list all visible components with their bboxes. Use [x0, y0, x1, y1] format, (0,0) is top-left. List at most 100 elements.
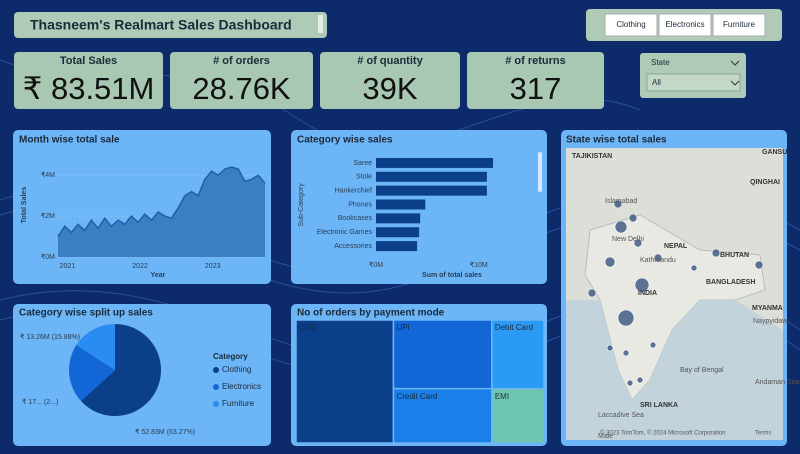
- bar: [376, 213, 421, 224]
- y-tick-label: ₹2M: [41, 212, 55, 220]
- filter-label: Furniture: [723, 20, 756, 29]
- bar: [376, 185, 487, 196]
- panel-title: No of orders by payment mode: [297, 308, 445, 319]
- map-label: TAJIKISTAN: [572, 153, 612, 160]
- kpi-value: 28.76K: [192, 71, 291, 106]
- bar: [376, 157, 494, 168]
- map-label: NEPAL: [664, 243, 688, 250]
- x-axis-label: Sum of total sales: [422, 272, 482, 279]
- x-tick-label: 2023: [205, 263, 221, 270]
- panel-title: Category wise split up sales: [19, 308, 153, 319]
- treemap-tile: [392, 319, 493, 390]
- map-label: BANGLADESH: [706, 279, 755, 286]
- map-label: MYANMA: [752, 305, 783, 312]
- y-tick-label: Saree: [353, 160, 372, 167]
- map-bubbles: [587, 199, 764, 387]
- kpi-card: [170, 52, 313, 109]
- tile-label: Credit Card: [396, 392, 437, 401]
- bar: [376, 199, 426, 210]
- y-tick-label: ₹0M: [41, 253, 55, 261]
- tile-label: UPI: [396, 323, 409, 332]
- map-label: New Delhi: [612, 236, 644, 243]
- scrollbar[interactable]: [538, 152, 542, 192]
- legend-label: Electronics: [222, 382, 261, 391]
- pie-slice: [80, 324, 162, 416]
- map-label: INDIA: [638, 290, 657, 297]
- pie-slice: [69, 345, 115, 401]
- y-tick-label: Stole: [356, 174, 372, 181]
- treemap-tile: [491, 319, 545, 390]
- kpi-label: # of returns: [505, 55, 566, 67]
- panel-title: Category wise sales: [297, 135, 393, 146]
- kpi-card: [320, 52, 460, 109]
- map-attribution: © 2023 TomTom, © 2024 Microsoft Corporat…: [600, 430, 725, 437]
- line: [57, 166, 266, 237]
- kpi-value: ₹ 83.51M: [23, 71, 155, 106]
- tile-label: COD: [299, 323, 317, 332]
- y-tick-label: Accessories: [334, 243, 372, 250]
- x-tick-label: 2022: [132, 263, 148, 270]
- kpi-card: [467, 52, 604, 109]
- map-sea: [566, 300, 783, 440]
- x-tick-label: ₹10M: [470, 261, 488, 269]
- y-tick-label: Electronic Games: [317, 229, 373, 236]
- legend-swatch: [213, 367, 219, 373]
- slicer-label: State: [651, 58, 670, 67]
- kpi-value: 39K: [362, 71, 417, 106]
- kpi-value: 317: [510, 71, 562, 106]
- slicer-dropdown[interactable]: [646, 73, 741, 92]
- map-label: Naypyidaw: [753, 318, 788, 325]
- legend-title: Category: [213, 352, 248, 361]
- map-label: Male: [598, 433, 613, 440]
- slicer-chevron: [730, 60, 740, 66]
- legend-swatch: [213, 401, 219, 407]
- area: [58, 167, 265, 257]
- filter-button[interactable]: [604, 13, 658, 37]
- map-label: QINGHAI: [750, 179, 780, 186]
- dropdown-chevron: [730, 80, 740, 86]
- legend-swatch: [213, 384, 219, 390]
- map-terms[interactable]: Terms: [755, 431, 771, 437]
- data-label: ₹ 13.26M (15.88%): [20, 333, 80, 341]
- tile-label: Debit Card: [495, 323, 533, 332]
- tile-label: EMI: [495, 392, 509, 401]
- dashboard-title: Thasneem's Realmart Sales Dashboard: [30, 17, 292, 33]
- bar: [376, 241, 418, 252]
- filter-label: Clothing: [616, 20, 645, 29]
- kpi-label: # of quantity: [357, 55, 423, 67]
- x-tick-label: 2021: [60, 263, 76, 270]
- kpi-label: # of orders: [213, 55, 270, 67]
- slicer-value: All: [652, 78, 661, 87]
- map-label: GANSU: [762, 149, 787, 156]
- filter-button[interactable]: [712, 13, 766, 37]
- legend-label: Furniture: [222, 399, 255, 408]
- map-label: Laccadive Sea: [598, 412, 644, 419]
- x-axis-label: Year: [151, 272, 166, 279]
- map-label: Kathmandu: [640, 257, 676, 264]
- y-axis-label: Total Sales: [21, 187, 28, 224]
- x-tick-label: ₹0M: [369, 261, 383, 269]
- y-tick-label: Phones: [348, 201, 372, 208]
- bar: [376, 227, 420, 238]
- treemap-tile: [295, 319, 395, 444]
- bar: [376, 171, 487, 182]
- data-label: ₹ 17... (2...): [22, 398, 58, 406]
- treemap-tile: [392, 387, 493, 444]
- pie-slice: [76, 324, 115, 370]
- title-scroll: [318, 15, 323, 33]
- data-label: ₹ 52.83M (63.27%): [135, 428, 195, 436]
- treemap-tile: [491, 387, 545, 444]
- legend-label: Clothing: [222, 365, 251, 374]
- map-label: Bay of Bengal: [680, 367, 724, 374]
- filter-label: Electronics: [665, 20, 704, 29]
- title-box: [14, 12, 327, 38]
- y-tick-label: Bookcases: [338, 215, 373, 222]
- map-label: SRI LANKA: [640, 402, 678, 409]
- map-label: BHUTAN: [720, 252, 749, 259]
- map-label: Islamabad: [605, 198, 637, 205]
- panel-title: Month wise total sale: [19, 135, 120, 146]
- y-axis-label: Sub-Category: [298, 183, 305, 227]
- filter-button[interactable]: [658, 13, 712, 37]
- kpi-label: Total Sales: [60, 55, 117, 67]
